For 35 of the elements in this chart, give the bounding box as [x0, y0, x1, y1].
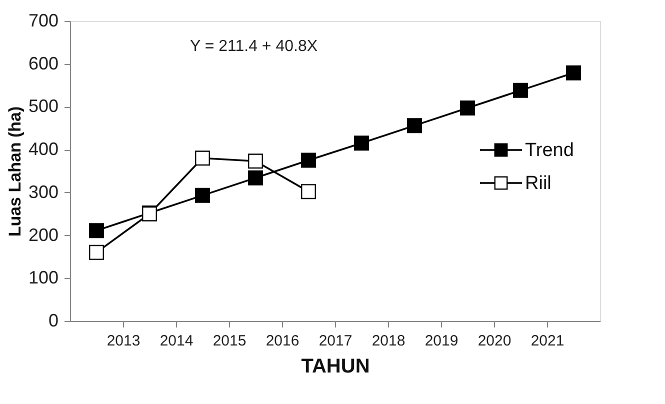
x-tick-label: 2016 — [266, 332, 300, 350]
point — [460, 100, 475, 116]
point — [195, 150, 210, 166]
x-tick-label: 2013 — [106, 332, 140, 350]
y-tick-label: 500 — [28, 96, 58, 116]
x-tick-label: 2021 — [530, 332, 564, 350]
point — [513, 82, 528, 98]
point — [89, 223, 104, 238]
y-tick-label: 100 — [28, 268, 58, 288]
point — [248, 170, 263, 186]
y-tick-label: 400 — [28, 139, 58, 160]
point — [301, 184, 316, 200]
x-axis-title: TAHUN — [301, 356, 370, 378]
x-tick-label: 2015 — [212, 332, 246, 350]
y-tick-label: 300 — [28, 182, 58, 202]
point — [407, 118, 422, 134]
point — [195, 188, 210, 203]
point — [301, 152, 316, 168]
annotation: Y = 211.4 + 40.8X — [190, 38, 318, 55]
x-tick-label: 2014 — [160, 332, 194, 350]
x-tick-label: 2019 — [424, 332, 458, 350]
legend-label: Trend — [525, 140, 574, 161]
y-axis-title: Luas Lahan (ha) — [5, 106, 24, 237]
point — [248, 154, 263, 169]
y-tick-label: 700 — [28, 10, 58, 30]
x-tick-label: 2020 — [478, 332, 512, 350]
y-tick-label: 0 — [48, 310, 58, 330]
point — [89, 244, 104, 260]
y-tick-label: 200 — [28, 224, 58, 245]
legend-label: Riil — [525, 173, 552, 194]
point — [566, 65, 581, 80]
y-tick-label: 600 — [28, 53, 58, 74]
x-tick-label: 2018 — [372, 332, 406, 350]
point — [354, 136, 369, 151]
x-tick-label: 2017 — [318, 332, 352, 350]
